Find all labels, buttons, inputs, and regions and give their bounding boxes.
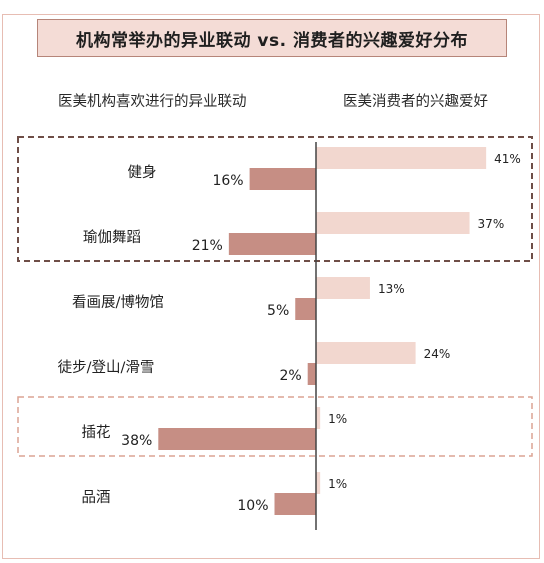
left-value-label-1: 16% xyxy=(212,173,243,189)
highlight-box-2 xyxy=(17,396,533,457)
left-value-label-5: 38% xyxy=(121,433,152,449)
right-bar-1 xyxy=(316,147,487,169)
right-bar-2 xyxy=(316,212,470,234)
category-label-1: 健身 xyxy=(128,164,157,181)
chart-title: 机构常举办的异业联动 vs. 消费者的兴趣爱好分布 xyxy=(37,19,511,61)
right-value-label-3: 13% xyxy=(378,282,405,296)
right-column-header: 医美消费者的兴趣爱好 xyxy=(343,94,488,110)
left-value-label-4: 2% xyxy=(279,368,301,384)
right-bar-6 xyxy=(316,472,321,494)
left-column-header: 医美机构喜欢进行的异业联动 xyxy=(58,94,247,110)
category-label-5: 插花 xyxy=(82,424,111,441)
left-bar-1 xyxy=(249,168,316,190)
chart-frame xyxy=(2,14,540,559)
right-bar-4 xyxy=(316,342,416,364)
category-label-2: 瑜伽舞蹈 xyxy=(83,229,141,246)
left-bar-2 xyxy=(228,233,316,255)
right-bar-3 xyxy=(316,277,370,299)
left-value-label-2: 21% xyxy=(192,238,223,254)
left-bar-6 xyxy=(274,493,316,515)
category-label-3: 看画展/博物馆 xyxy=(72,294,164,311)
left-value-label-6: 10% xyxy=(237,498,268,514)
left-bar-5 xyxy=(158,428,316,450)
right-value-label-2: 37% xyxy=(478,217,505,231)
right-value-label-1: 41% xyxy=(494,152,521,166)
right-value-label-4: 24% xyxy=(424,347,451,361)
left-value-label-3: 5% xyxy=(267,303,289,319)
category-label-4: 徒步/登山/滑雪 xyxy=(58,359,155,376)
highlight-box-1 xyxy=(17,136,533,262)
right-bar-5 xyxy=(316,407,321,429)
category-label-6: 品酒 xyxy=(82,489,111,506)
right-value-label-5: 1% xyxy=(328,412,347,426)
left-bar-4 xyxy=(307,363,316,385)
left-bar-3 xyxy=(295,298,316,320)
right-value-label-6: 1% xyxy=(328,477,347,491)
